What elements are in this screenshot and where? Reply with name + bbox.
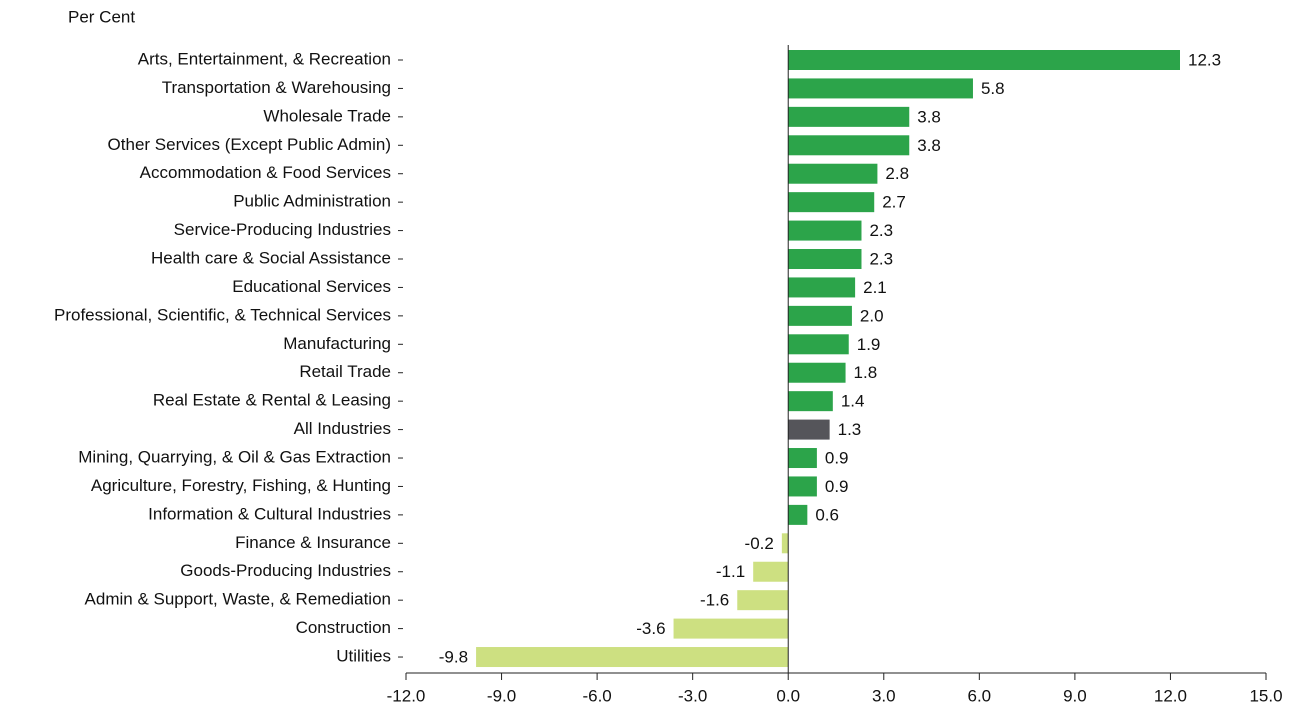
y-tick-label: Health care & Social Assistance [151, 248, 391, 267]
y-tick-label: Retail Trade [299, 362, 391, 381]
bar [788, 249, 862, 270]
value-label: -9.8 [439, 648, 468, 667]
bar [753, 561, 789, 582]
value-label: 12.3 [1188, 50, 1221, 69]
bar [788, 163, 878, 184]
y-tick-label: Transportation & Warehousing [162, 78, 391, 97]
y-tick-label: All Industries [294, 419, 391, 438]
y-tick-label: Real Estate & Rental & Leasing [153, 391, 391, 410]
value-label: 2.3 [869, 249, 893, 268]
y-tick-label: Public Administration [233, 192, 391, 211]
x-tick-label: -3.0 [678, 686, 707, 705]
bar [788, 106, 910, 127]
bar [476, 647, 789, 668]
value-label: 1.4 [841, 392, 865, 411]
bar [788, 448, 817, 469]
value-label: 0.6 [815, 505, 839, 524]
bar [788, 78, 973, 99]
axis-label: Per Cent [68, 7, 135, 26]
value-label: 3.8 [917, 107, 941, 126]
x-tick-label: 0.0 [776, 686, 800, 705]
bar [788, 220, 862, 241]
bar [788, 50, 1180, 70]
x-tick-label: 9.0 [1063, 686, 1087, 705]
y-tick-label: Accommodation & Food Services [140, 163, 391, 182]
value-label: 0.9 [825, 477, 849, 496]
y-tick-label: Information & Cultural Industries [148, 504, 391, 523]
y-tick-label: Professional, Scientific, & Technical Se… [54, 305, 391, 324]
bar [788, 135, 910, 156]
bar [788, 192, 875, 213]
value-label: 2.7 [882, 193, 906, 212]
value-label: -0.2 [745, 534, 774, 553]
value-label: 0.9 [825, 449, 849, 468]
bar [781, 533, 789, 554]
y-tick-label: Admin & Support, Waste, & Remediation [85, 590, 391, 609]
y-tick-label: Service-Producing Industries [174, 220, 391, 239]
bar [788, 305, 852, 326]
bar [788, 476, 817, 497]
bar [788, 277, 856, 298]
value-label: -1.6 [700, 591, 729, 610]
bar [673, 618, 789, 639]
y-tick-label: Construction [296, 618, 391, 637]
x-tick-label: 6.0 [968, 686, 992, 705]
bar [788, 419, 830, 440]
y-tick-label: Utilities [336, 647, 391, 666]
bar [788, 362, 846, 383]
bar [788, 334, 849, 355]
value-label: 5.8 [981, 79, 1005, 98]
y-tick-label: Goods-Producing Industries [180, 561, 391, 580]
y-tick-label: Manufacturing [283, 334, 391, 353]
value-label: -1.1 [716, 562, 745, 581]
y-tick-label: Mining, Quarrying, & Oil & Gas Extractio… [78, 448, 391, 467]
x-tick-label: -12.0 [387, 686, 426, 705]
y-tick-label: Wholesale Trade [263, 106, 391, 125]
value-label: 2.1 [863, 278, 887, 297]
y-tick-label: Other Services (Except Public Admin) [108, 135, 391, 154]
value-label: 3.8 [917, 136, 941, 155]
y-tick-label: Agriculture, Forestry, Fishing, & Huntin… [91, 476, 391, 495]
bar [788, 391, 833, 412]
value-label: 2.8 [885, 164, 909, 183]
x-tick-label: -6.0 [582, 686, 611, 705]
bar [788, 504, 808, 525]
x-tick-label: 12.0 [1154, 686, 1187, 705]
y-tick-label: Educational Services [232, 277, 391, 296]
x-tick-label: -9.0 [487, 686, 516, 705]
y-tick-label: Finance & Insurance [235, 533, 391, 552]
y-tick-label: Arts, Entertainment, & Recreation [138, 49, 391, 68]
value-label: 1.3 [838, 420, 862, 439]
value-label: 1.9 [857, 335, 881, 354]
x-tick-label: 3.0 [872, 686, 896, 705]
bar [737, 590, 789, 611]
value-label: 2.3 [869, 221, 893, 240]
value-label: -3.6 [636, 619, 665, 638]
value-label: 2.0 [860, 306, 884, 325]
value-label: 1.8 [854, 363, 878, 382]
x-tick-label: 15.0 [1249, 686, 1282, 705]
